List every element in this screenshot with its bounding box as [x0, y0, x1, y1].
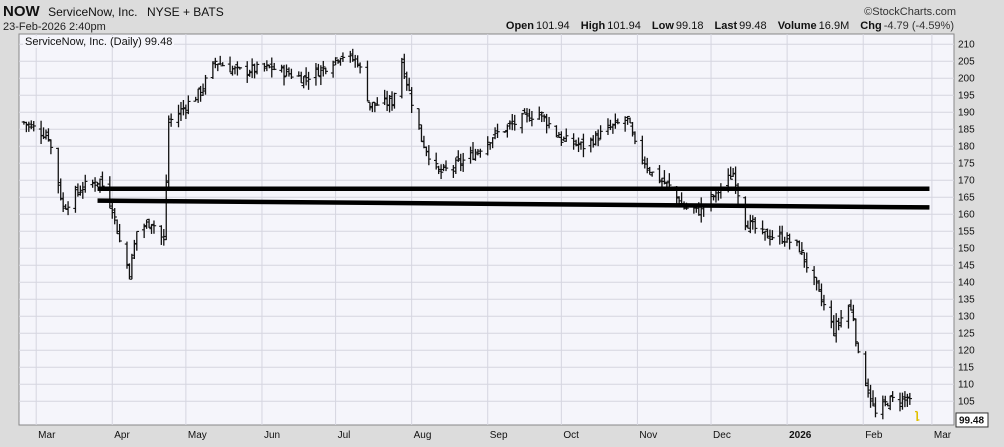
- last-label: Last: [714, 20, 738, 32]
- y-tick-label: 130: [958, 312, 975, 323]
- title-row: NOW ServiceNow, Inc. NYSE + BATS: [3, 3, 224, 20]
- open-value: 101.94: [536, 20, 570, 32]
- high-label: High: [580, 20, 606, 32]
- y-tick-label: 150: [958, 244, 975, 255]
- x-tick-label: Oct: [563, 430, 579, 441]
- x-tick-label: Apr: [114, 430, 130, 441]
- y-tick-label: 145: [958, 261, 975, 272]
- volume-label: Volume: [777, 20, 817, 32]
- y-tick-label: 140: [958, 278, 975, 289]
- low-value: 99.18: [675, 20, 704, 32]
- series-label: ServiceNow, Inc. (Daily) 99.48: [23, 36, 175, 48]
- y-tick-label: 175: [958, 159, 975, 170]
- y-tick-label: 105: [958, 397, 975, 408]
- ohlc-stats: Open 101.94 High 101.94 Low 99.18 Last 99.48…: [506, 20, 954, 32]
- x-tick-label: Feb: [865, 430, 883, 441]
- x-tick-label: May: [188, 430, 207, 441]
- y-tick-label: 120: [958, 346, 975, 357]
- x-tick-label: Jul: [338, 430, 351, 441]
- y-tick-label: 210: [958, 40, 975, 51]
- low-label: Low: [651, 20, 674, 32]
- high-value: 101.94: [607, 20, 641, 32]
- x-tick-label: Jun: [264, 430, 280, 441]
- company-name: ServiceNow, Inc.: [48, 5, 138, 19]
- watermark: ©StockCharts.com: [864, 6, 956, 18]
- x-tick-label: Aug: [414, 430, 432, 441]
- exchange-label: NYSE + BATS: [146, 5, 224, 19]
- plot-area: [18, 33, 955, 426]
- y-tick-label: 165: [958, 193, 975, 204]
- x-tick-label: 2026: [789, 430, 812, 441]
- last-value: 99.48: [739, 20, 767, 32]
- volume-value: 16.9M: [818, 20, 850, 32]
- trendline: [97, 198, 930, 210]
- chg-label: Chg: [860, 20, 882, 32]
- x-tick-label: Mar: [934, 430, 952, 441]
- y-tick-label: 195: [958, 91, 975, 102]
- x-tick-label: Dec: [713, 430, 731, 441]
- datetime-label: 23-Feb-2026 2:40pm: [3, 21, 106, 33]
- y-tick-label: 200: [958, 74, 975, 85]
- y-tick-label: 160: [958, 210, 975, 221]
- y-tick-label: 190: [958, 108, 975, 119]
- y-tick-label: 180: [958, 142, 975, 153]
- y-tick-label: 155: [958, 227, 975, 238]
- ticker-symbol: NOW: [3, 3, 40, 20]
- y-tick-label: 125: [958, 329, 975, 340]
- x-tick-label: Sep: [490, 430, 508, 441]
- y-tick-label: 110: [958, 380, 974, 391]
- chg-value: -4.79 (-4.59%): [883, 20, 954, 32]
- x-tick-label: Mar: [38, 430, 56, 441]
- y-tick-label: 205: [958, 57, 975, 68]
- open-label: Open: [505, 20, 535, 32]
- y-tick-label: 115: [958, 363, 974, 374]
- y-tick-label: 135: [958, 295, 975, 306]
- last-value-tag: [955, 412, 989, 428]
- y-tick-label: 170: [958, 176, 975, 187]
- x-tick-label: Nov: [639, 430, 657, 441]
- last-value-label: 99.48: [959, 415, 984, 426]
- y-tick-label: 185: [958, 125, 975, 136]
